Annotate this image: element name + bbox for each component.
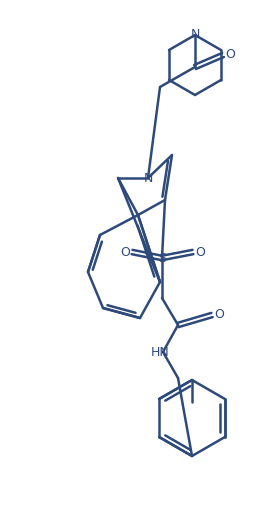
Text: S: S bbox=[158, 251, 166, 265]
Text: O: O bbox=[214, 308, 224, 321]
Text: O: O bbox=[195, 246, 205, 259]
Text: N: N bbox=[143, 171, 153, 184]
Text: N: N bbox=[190, 28, 200, 42]
Text: O: O bbox=[120, 246, 130, 259]
Text: HN: HN bbox=[151, 346, 169, 358]
Text: O: O bbox=[225, 48, 235, 61]
